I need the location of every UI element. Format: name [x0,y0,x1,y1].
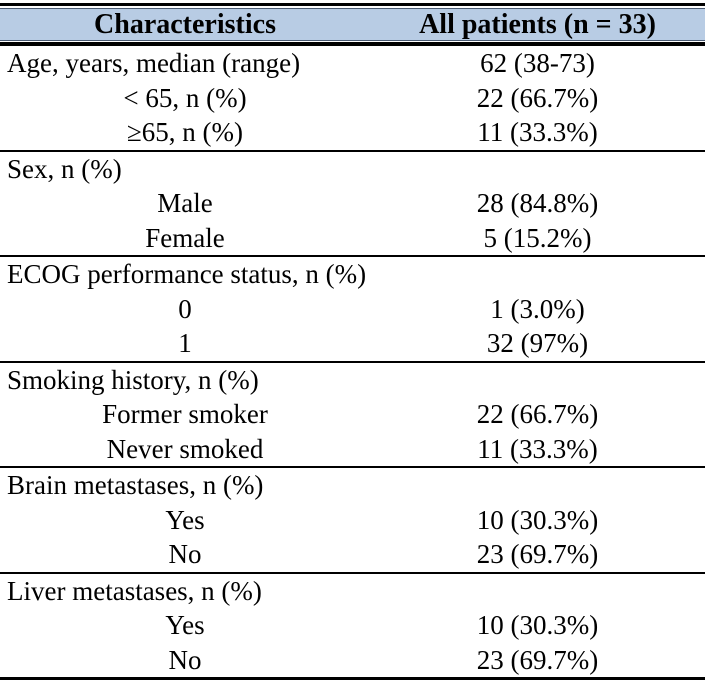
row-label: Never smoked [106,433,264,464]
row-value: 22 (66.7%) [476,82,599,113]
table-row: Former smoker 22 (66.7%) [0,397,705,432]
header-all-patients: All patients (n = 33) [419,9,656,40]
row-value: 10 (30.3%) [476,504,599,535]
row-value: 22 (66.7%) [476,399,599,430]
table-row: 0 1 (3.0%) [0,292,705,327]
section-divider [0,466,705,468]
row-value: 10 (30.3%) [476,610,599,641]
table-top-border [0,3,705,6]
row-label: Former smoker [102,399,268,430]
table-row: Female 5 (15.2%) [0,221,705,256]
row-label: Brain metastases, n (%) [7,470,264,501]
row-label: Yes [165,610,205,641]
row-label: 1 [178,328,192,359]
characteristics-table: Characteristics All patients (n = 33) Ag… [0,3,705,680]
table-body: Age, years, median (range) 62 (38-73) < 65… [0,46,705,677]
row-label: Liver metastases, n (%) [7,575,262,606]
row-value: 28 (84.8%) [476,188,599,219]
table-header-row: Characteristics All patients (n = 33) [0,8,705,41]
section-divider [0,255,705,257]
row-value: 23 (69.7%) [476,539,599,570]
table-row: Liver metastases, n (%) [0,574,705,609]
header-bottom-border [0,42,705,46]
section-divider [0,149,705,152]
row-label: No [168,644,202,675]
row-value: 5 (15.2%) [483,222,592,253]
table-row: Smoking history, n (%) [0,363,705,398]
table-row: Sex, n (%) [0,152,705,187]
table-row: Brain metastases, n (%) [0,468,705,503]
section-divider [0,571,705,574]
table-row: < 65, n (%) 22 (66.7%) [0,81,705,116]
row-label: Sex, n (%) [7,153,122,184]
table-row: ≥65, n (%) 11 (33.3%) [0,115,705,150]
row-label: 0 [178,293,192,324]
row-value: 11 (33.3%) [477,117,598,148]
row-label: No [168,539,202,570]
table-row: 1 32 (97%) [0,326,705,361]
row-value: 32 (97%) [486,328,589,359]
table-row: ECOG performance status, n (%) [0,257,705,292]
row-value: 23 (69.7%) [476,644,599,675]
row-label: Smoking history, n (%) [7,364,259,395]
row-label: Female [145,222,225,253]
row-label: < 65, n (%) [123,82,247,113]
table-row: Male 28 (84.8%) [0,186,705,221]
table-row: Never smoked 11 (33.3%) [0,432,705,467]
row-label: Yes [165,504,205,535]
table-row: Yes 10 (30.3%) [0,608,705,643]
row-value: 62 (38-73) [480,48,595,79]
header-characteristics: Characteristics [94,9,276,40]
row-label: ≥65, n (%) [126,117,244,148]
row-label: Age, years, median (range) [7,48,301,79]
table-row: Age, years, median (range) 62 (38-73) [0,46,705,81]
table-row: No 23 (69.7%) [0,643,705,678]
row-label: Male [157,188,213,219]
table-row: Yes 10 (30.3%) [0,503,705,538]
table-bottom-border [0,677,705,680]
section-divider [0,360,705,363]
row-value: 1 (3.0%) [490,293,585,324]
row-label: ECOG performance status, n (%) [7,259,367,290]
row-value: 11 (33.3%) [477,433,598,464]
table-row: No 23 (69.7%) [0,537,705,572]
